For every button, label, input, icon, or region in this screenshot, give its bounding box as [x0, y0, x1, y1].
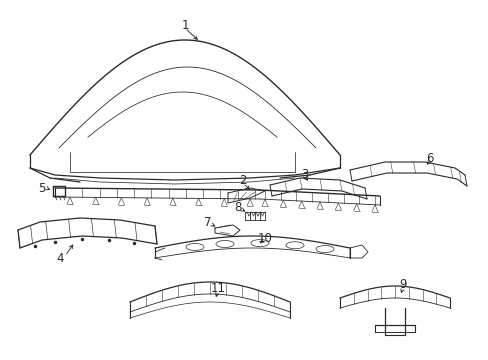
Text: 9: 9 — [398, 279, 406, 292]
Text: 3: 3 — [301, 167, 308, 180]
Text: 2: 2 — [239, 174, 246, 186]
Text: 5: 5 — [38, 181, 45, 194]
Text: 6: 6 — [426, 152, 433, 165]
Text: 7: 7 — [204, 216, 211, 229]
Text: 1: 1 — [181, 18, 188, 32]
Text: 4: 4 — [56, 252, 63, 265]
Text: 8: 8 — [234, 201, 241, 213]
Text: 11: 11 — [210, 282, 225, 294]
Text: 10: 10 — [257, 231, 272, 244]
